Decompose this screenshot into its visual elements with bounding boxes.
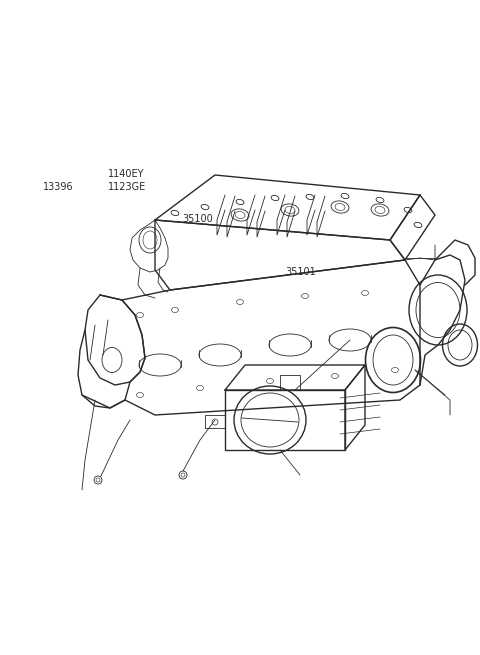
Text: 1123GE: 1123GE [108,181,146,192]
Text: 13396: 13396 [43,181,74,192]
Text: 1140EY: 1140EY [108,168,144,179]
Text: 35101: 35101 [286,267,316,277]
Text: 35100: 35100 [182,214,213,225]
